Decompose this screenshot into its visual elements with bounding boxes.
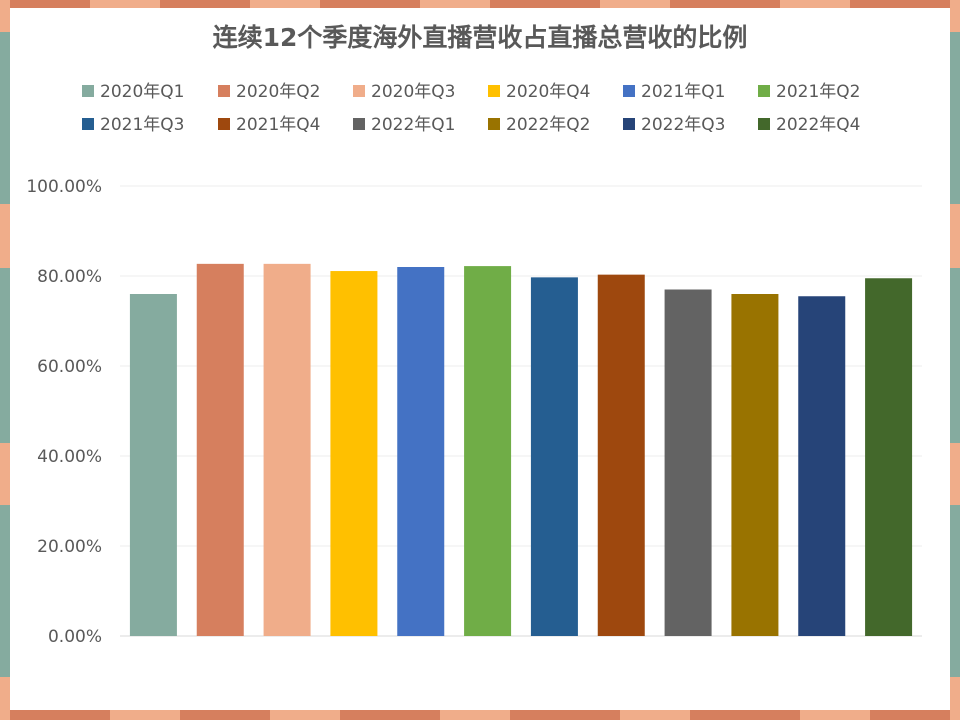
legend-swatch (623, 85, 635, 97)
legend-label: 2022年Q4 (776, 115, 860, 135)
legend-swatch (353, 118, 365, 130)
frame-bottom-accent (110, 710, 180, 720)
y-tick-label: 0.00% (48, 627, 102, 647)
bar-6 (464, 266, 512, 636)
legend-label: 2020年Q2 (236, 82, 320, 102)
legend-item: 2022年Q4 (758, 115, 860, 135)
frame-top-accent (90, 0, 160, 8)
frame-top-accent (780, 0, 850, 8)
frame-bottom-accent (800, 710, 870, 720)
legend-label: 2022年Q3 (641, 115, 725, 135)
legend-label: 2020年Q4 (506, 82, 590, 102)
bar-10 (731, 294, 779, 636)
frame-bottom-accent (270, 710, 340, 720)
chart-card: 连续12个季度海外直播营收占直播总营收的比例 0.00% 20.00% 40.00%… (10, 8, 950, 710)
legend-item: 2020年Q3 (353, 82, 455, 102)
frame-top-accent (250, 0, 320, 8)
bar-1 (129, 294, 177, 636)
legend-item: 2022年Q2 (488, 115, 590, 135)
legend-label: 2021年Q3 (100, 115, 184, 135)
legend-swatch (758, 118, 770, 130)
bar-8 (597, 274, 645, 636)
y-axis: 0.00% 20.00% 40.00% 60.00% 80.00% 100.00% (26, 177, 102, 647)
legend-swatch (353, 85, 365, 97)
legend-item: 2020年Q2 (218, 82, 320, 102)
bar-5 (397, 267, 445, 636)
legend-label: 2020年Q1 (100, 82, 184, 102)
bars (129, 263, 913, 636)
bar-7 (530, 277, 578, 636)
y-tick-label: 80.00% (37, 267, 102, 287)
legend-item: 2020年Q1 (82, 82, 184, 102)
legend-label: 2021年Q1 (641, 82, 725, 102)
bar-chart: 连续12个季度海外直播营收占直播总营收的比例 0.00% 20.00% 40.00%… (26, 23, 922, 647)
legend-swatch (488, 85, 500, 97)
legend-swatch (218, 85, 230, 97)
legend-label: 2022年Q2 (506, 115, 590, 135)
frame-bottom-accent (440, 710, 510, 720)
legend-item: 2021年Q1 (623, 82, 725, 102)
legend-swatch (82, 85, 94, 97)
legend-item: 2021年Q2 (758, 82, 860, 102)
bar-3 (263, 263, 311, 636)
legend-item: 2020年Q4 (488, 82, 590, 102)
y-tick-label: 20.00% (37, 537, 102, 557)
legend-swatch (758, 85, 770, 97)
legend-swatch (623, 118, 635, 130)
legend-label: 2021年Q4 (236, 115, 320, 135)
bar-9 (664, 289, 712, 636)
y-tick-label: 100.00% (26, 177, 102, 197)
legend-label: 2020年Q3 (371, 82, 455, 102)
y-tick-label: 40.00% (37, 447, 102, 467)
legend: 2020年Q1 2020年Q2 2020年Q3 2020年Q4 2021年Q1 2021年… (82, 82, 860, 135)
gridlines (120, 185, 922, 637)
bar-2 (196, 263, 244, 636)
bar-4 (330, 271, 378, 636)
legend-swatch (488, 118, 500, 130)
y-tick-label: 60.00% (37, 357, 102, 377)
chart-title: 连续12个季度海外直播营收占直播总营收的比例 (213, 23, 748, 52)
frame-bottom-accent (620, 710, 690, 720)
legend-item: 2021年Q3 (82, 115, 184, 135)
frame-top-accent (420, 0, 490, 8)
bar-11 (798, 296, 846, 636)
legend-label: 2021年Q2 (776, 82, 860, 102)
frame-top-accent (600, 0, 670, 8)
legend-item: 2022年Q1 (353, 115, 455, 135)
legend-item: 2022年Q3 (623, 115, 725, 135)
bar-12 (865, 278, 913, 636)
legend-swatch (82, 118, 94, 130)
legend-label: 2022年Q1 (371, 115, 455, 135)
legend-item: 2021年Q4 (218, 115, 320, 135)
legend-swatch (218, 118, 230, 130)
